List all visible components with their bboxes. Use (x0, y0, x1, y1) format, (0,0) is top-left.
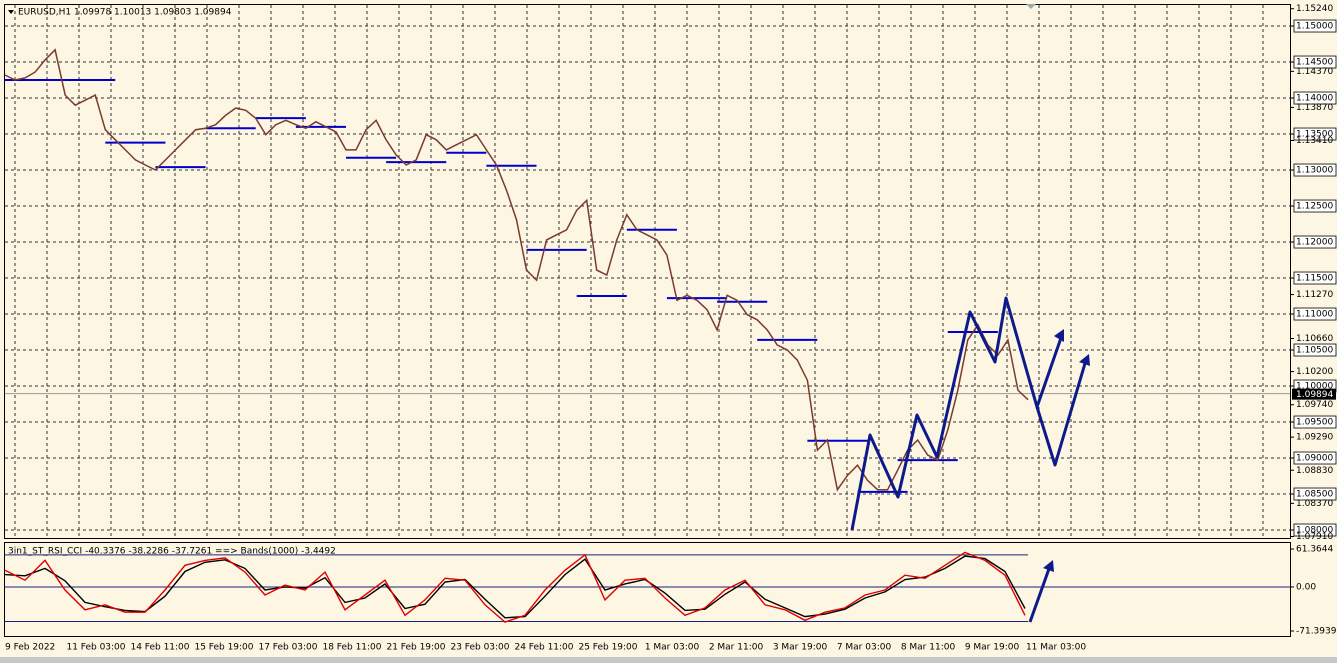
y-tick-label: 1.08500 (1296, 490, 1333, 500)
tick-box (1293, 343, 1337, 357)
x-tick-label: 25 Feb 19:00 (578, 643, 637, 653)
y-tick-label: 1.09000 (1296, 454, 1333, 464)
y-tick-label: 1.15000 (1296, 22, 1333, 32)
tick-box (1293, 523, 1337, 537)
chart-title: EURUSD,H1 1.09978 1.10013 1.09803 1.0989… (18, 8, 232, 18)
annotations (850, 296, 1090, 623)
x-tick-label: 24 Feb 11:00 (514, 643, 573, 653)
tick-box (1293, 55, 1337, 69)
y-tick-label: -71.3939 (1296, 626, 1337, 636)
y-tick-label: 1.10000 (1296, 382, 1333, 392)
x-tick-label: 23 Feb 03:00 (450, 643, 509, 653)
shift-marker (1026, 4, 1036, 9)
y-tick-label: 1.15240 (1296, 4, 1333, 14)
x-tick-label: 11 Mar 03:00 (1026, 643, 1086, 653)
y-tick-label: 1.14000 (1296, 94, 1333, 104)
last-price-label: 1.09894 (1296, 390, 1333, 400)
y-tick-label: 1.07910 (1296, 532, 1333, 542)
last-price-box (1292, 388, 1336, 400)
y-tick-label: 1.13410 (1296, 136, 1333, 146)
x-tick-label: 8 Mar 11:00 (901, 643, 956, 653)
arrowhead (1054, 329, 1064, 342)
x-tick-label: 7 Mar 03:00 (837, 643, 892, 653)
y-tick-label: 1.10200 (1296, 367, 1333, 377)
y-tick-label: 1.09290 (1296, 433, 1333, 443)
tick-box (1293, 487, 1337, 501)
y-tick-label: 1.08370 (1296, 499, 1333, 509)
price-line (4, 555, 1026, 619)
tick-box (1293, 415, 1337, 429)
tick-box (1293, 127, 1337, 141)
x-tick-label: 9 Feb 2022 (5, 643, 55, 653)
tick-box (1293, 199, 1337, 213)
price-line (4, 551, 1026, 623)
y-tick-label: 1.13500 (1296, 130, 1333, 140)
y-tick-label: 1.13000 (1296, 166, 1333, 176)
y-tick-label: 1.09500 (1296, 418, 1333, 428)
zigzag-arrow (850, 296, 1064, 531)
y-tick-label: 1.10660 (1296, 334, 1333, 344)
x-tick-label: 21 Feb 19:00 (386, 643, 445, 653)
x-tick-label: 11 Feb 03:00 (66, 643, 125, 653)
tick-box (1293, 235, 1337, 249)
y-tick-label: 1.10500 (1296, 346, 1333, 356)
y-tick-label: 1.08830 (1296, 466, 1333, 476)
y-tick-label: 0.00 (1296, 582, 1316, 592)
y-tick-label: 1.13870 (1296, 103, 1333, 113)
zigzag-arrow (1035, 359, 1088, 467)
y-tick-label: 1.14500 (1296, 58, 1333, 68)
y-tick-label: 1.11000 (1296, 310, 1333, 320)
indicator-arrow (1028, 565, 1052, 623)
y-tick-label: 1.09740 (1296, 400, 1333, 410)
indicator-panel (4, 542, 1291, 637)
tick-box (1293, 19, 1337, 33)
x-tick-label: 2 Mar 11:00 (709, 643, 764, 653)
y-tick-label: 61.3644 (1296, 545, 1333, 555)
y-tick-label: 1.12500 (1296, 202, 1333, 212)
price-line (4, 48, 1029, 492)
y-tick-label: 1.12000 (1296, 238, 1333, 248)
x-tick-label: 9 Mar 19:00 (965, 643, 1020, 653)
x-tick-label: 15 Feb 19:00 (194, 643, 253, 653)
y-tick-label: 1.11500 (1296, 274, 1333, 284)
x-tick-label: 14 Feb 11:00 (130, 643, 189, 653)
scrollbar (0, 657, 1337, 663)
tick-box (1293, 451, 1337, 465)
y-tick-label: 1.14370 (1296, 67, 1333, 77)
main-panel (4, 4, 1291, 539)
x-tick-label: 18 Feb 11:00 (322, 643, 381, 653)
x-tick-label: 3 Mar 19:00 (773, 643, 828, 653)
indicator-title: 3in1_ST_RSI_CCI -40.3376 -38.2286 -37.72… (8, 547, 336, 557)
tick-box (1293, 307, 1337, 321)
x-tick-label: 1 Mar 03:00 (645, 643, 700, 653)
tick-box (1293, 271, 1337, 285)
arrowhead (1043, 560, 1054, 572)
menu-arrow (8, 10, 14, 14)
tick-box (1293, 91, 1337, 105)
y-tick-label: 1.08000 (1296, 526, 1333, 536)
y-tick-label: 1.11270 (1296, 290, 1333, 300)
tick-box (1293, 163, 1337, 177)
arrowhead (1079, 354, 1090, 366)
x-tick-label: 17 Feb 03:00 (258, 643, 317, 653)
